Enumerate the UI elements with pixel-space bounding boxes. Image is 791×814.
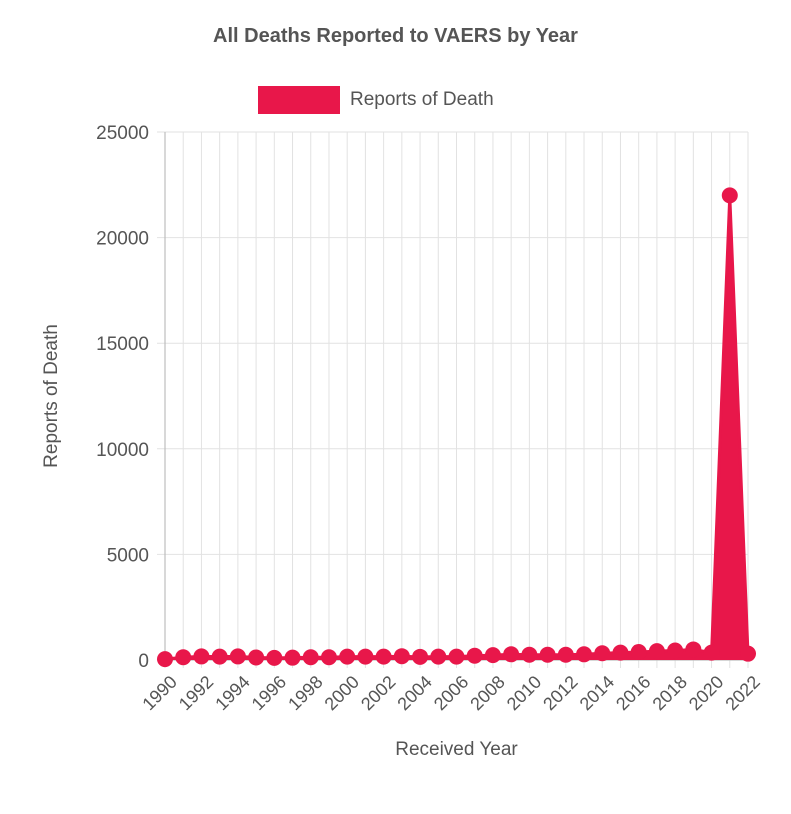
data-point: [248, 649, 265, 666]
data-point: [339, 648, 356, 665]
data-point: [284, 649, 301, 666]
x-axis-title: Received Year: [395, 739, 518, 760]
x-tick-label: 2006: [430, 672, 472, 714]
data-point: [576, 646, 593, 663]
x-tick-label: 2010: [503, 672, 545, 714]
data-point: [667, 642, 684, 659]
data-point: [448, 648, 465, 665]
data-point: [557, 646, 574, 663]
y-tick-label: 10000: [96, 440, 149, 461]
data-point: [594, 645, 611, 662]
data-point: [612, 644, 629, 661]
x-tick-label: 1992: [175, 672, 217, 714]
data-point: [721, 187, 738, 204]
data-point: [484, 647, 501, 664]
data-point: [211, 648, 228, 665]
data-point: [229, 648, 246, 665]
data-point: [193, 648, 210, 665]
data-point: [630, 643, 647, 660]
data-point: [648, 643, 665, 660]
y-tick-label: 25000: [96, 123, 149, 144]
data-point: [175, 649, 192, 666]
data-point: [430, 648, 447, 665]
x-tick-label: 2012: [539, 672, 581, 714]
data-point: [157, 651, 173, 668]
x-tick-label: 2008: [466, 672, 508, 714]
data-point: [375, 648, 392, 665]
data-point: [266, 649, 283, 666]
legend[interactable]: Reports of Death: [258, 86, 494, 114]
data-point: [393, 648, 410, 665]
x-tick-label: 1990: [138, 672, 180, 714]
data-point: [357, 648, 374, 665]
x-tick-label: 2016: [612, 672, 654, 714]
legend-swatch: [258, 86, 340, 114]
x-tick-label: 2022: [721, 672, 763, 714]
data-point: [503, 646, 520, 663]
y-tick-label: 0: [138, 651, 149, 672]
data-point: [521, 646, 538, 663]
chart-title: All Deaths Reported to VAERS by Year: [213, 25, 578, 47]
y-axis-title: Reports of Death: [41, 324, 62, 468]
x-tick-label: 1998: [284, 672, 326, 714]
data-point: [466, 647, 483, 664]
data-point: [539, 646, 556, 663]
y-tick-label: 5000: [107, 545, 149, 566]
data-point: [703, 644, 720, 661]
y-tick-label: 15000: [96, 334, 149, 355]
x-tick-label: 2000: [321, 672, 363, 714]
legend-label: Reports of Death: [350, 89, 494, 110]
data-point: [740, 645, 756, 662]
y-tick-label: 20000: [96, 229, 149, 250]
x-tick-label: 1994: [211, 672, 253, 714]
x-tick-label: 2018: [649, 672, 691, 714]
data-point: [685, 641, 702, 658]
x-tick-label: 2014: [576, 672, 618, 714]
data-point: [320, 649, 337, 666]
x-tick-label: 2020: [685, 672, 727, 714]
x-tick-label: 2002: [357, 672, 399, 714]
x-tick-label: 1996: [248, 672, 290, 714]
data-point: [412, 648, 429, 665]
x-tick-label: 2004: [393, 672, 435, 714]
data-point: [302, 649, 319, 666]
